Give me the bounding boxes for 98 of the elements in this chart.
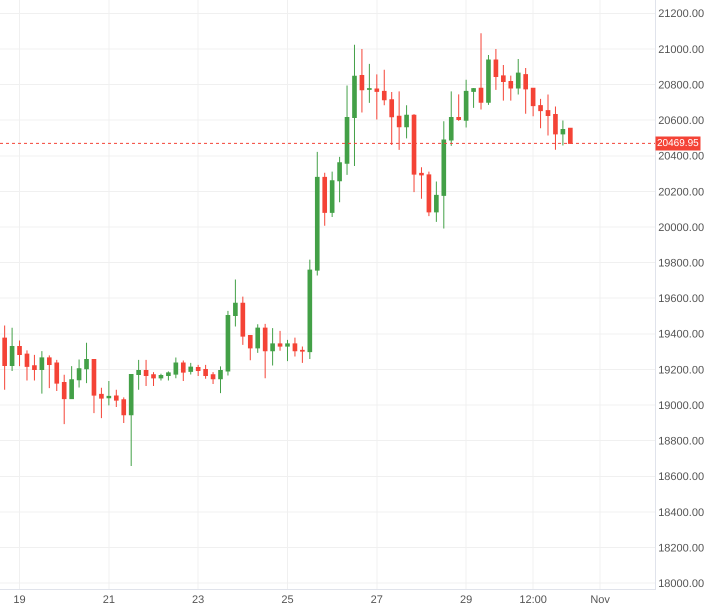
- candlestick: [337, 156, 342, 203]
- candlestick: [560, 120, 566, 146]
- y-tick-label: 18000.00: [658, 578, 704, 590]
- x-tick-label: 27: [370, 594, 383, 606]
- candlestick: [10, 327, 14, 372]
- candlestick: [121, 396, 126, 424]
- y-tick-label: 18800.00: [658, 436, 704, 448]
- candlestick: [32, 354, 37, 381]
- candlestick: [516, 58, 521, 96]
- candlestick: [322, 172, 328, 226]
- candlestick: [262, 323, 268, 379]
- candlestick: [69, 366, 74, 400]
- candlestick: [404, 104, 409, 139]
- candlestick: [144, 359, 148, 387]
- candlestick: [530, 88, 536, 117]
- candlestick: [54, 359, 60, 392]
- candlestick: [17, 340, 22, 367]
- candlestick: [344, 84, 350, 176]
- candlestick: [218, 366, 223, 394]
- candlestick: [158, 373, 164, 381]
- candlestick: [471, 87, 476, 108]
- y-tick-label: 20600.00: [658, 115, 704, 128]
- y-tick-label: 20200.00: [658, 186, 704, 198]
- y-tick-label: 21200.00: [658, 8, 704, 20]
- candlestick: [196, 364, 200, 377]
- candlestick: [174, 357, 178, 379]
- x-tick-label: 23: [192, 594, 204, 606]
- candlestick: [92, 358, 96, 414]
- candlestick: [441, 120, 446, 229]
- candlestick: [278, 330, 282, 352]
- candlestick: [330, 171, 334, 218]
- candlestick: [501, 64, 506, 102]
- candlestick: [248, 334, 253, 361]
- candlestick: [360, 48, 364, 114]
- candlestick: [546, 94, 550, 136]
- candlestick: [106, 380, 112, 406]
- candlestick: [76, 358, 82, 388]
- candlestick: [508, 75, 514, 102]
- candlestick: [367, 63, 372, 104]
- candlestick: [151, 372, 156, 387]
- candlestick: [308, 259, 312, 360]
- candlestick: [270, 328, 275, 366]
- x-tick-label: Nov: [590, 594, 610, 606]
- y-tick-label: 18600.00: [658, 471, 704, 484]
- candlestick: [300, 346, 305, 364]
- candlestick: [382, 69, 387, 106]
- y-tick-label: 19200.00: [658, 364, 704, 376]
- candlestick: [523, 68, 528, 114]
- candlestick: [419, 166, 424, 200]
- y-tick-label: 20400.00: [658, 150, 704, 163]
- candlestick: [240, 296, 246, 346]
- candlestick: [62, 374, 67, 425]
- candlestick: [226, 310, 230, 376]
- candlestick: [494, 48, 498, 90]
- candlestick: [292, 337, 298, 357]
- candlestick: [136, 359, 141, 390]
- y-tick-label: 20000.00: [658, 222, 704, 234]
- candlestick: [128, 374, 134, 466]
- candlestick: [464, 79, 468, 128]
- candlestick: [233, 279, 238, 328]
- candlestick: [2, 324, 7, 390]
- y-tick-label: 19800.00: [658, 257, 704, 270]
- x-tick-label: 19: [13, 594, 26, 606]
- y-tick-label: 19000.00: [658, 400, 704, 412]
- x-tick-label: 25: [281, 594, 294, 606]
- candlestick: [255, 324, 260, 354]
- candlestick: [478, 32, 484, 110]
- candlestick: [180, 360, 186, 382]
- candlestick: [285, 339, 290, 362]
- y-tick-label: 20800.00: [658, 79, 704, 92]
- candlestick: [448, 90, 454, 146]
- candlestick: [486, 54, 491, 106]
- candlestick: [188, 362, 194, 375]
- y-tick-label: 21000.00: [658, 44, 704, 56]
- candlestick: [84, 342, 89, 384]
- y-tick-label: 19400.00: [658, 328, 704, 341]
- candlestick: [210, 372, 216, 385]
- candlestick: [352, 44, 357, 166]
- candlestick: [166, 370, 171, 381]
- candlestick: [99, 387, 104, 419]
- candlestick: [46, 354, 52, 389]
- candlestick: [374, 74, 380, 120]
- x-tick-label: 21: [102, 594, 115, 606]
- ref-line-label: 20469.95: [657, 138, 700, 149]
- candlestick: [314, 151, 320, 276]
- candlestick: [456, 94, 462, 122]
- y-tick-label: 19600.00: [658, 293, 704, 306]
- candlestick: [40, 350, 44, 394]
- candlestick: [114, 389, 119, 408]
- y-tick-label: 18200.00: [658, 542, 704, 554]
- x-tick-label: 12:00: [519, 594, 547, 606]
- candlestick: [24, 350, 30, 381]
- candlestick: [203, 364, 208, 380]
- candlestick: [426, 171, 432, 217]
- candlestick: [434, 180, 439, 222]
- y-tick-label: 18400.00: [658, 506, 704, 519]
- candlestick: [538, 98, 543, 129]
- x-tick-label: 29: [460, 594, 472, 606]
